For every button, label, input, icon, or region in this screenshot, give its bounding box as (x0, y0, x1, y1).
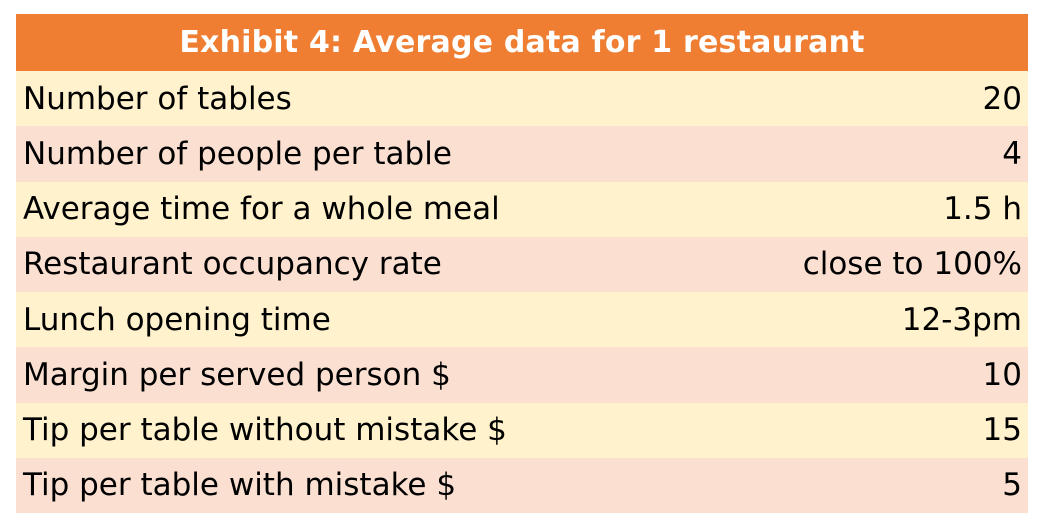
row-label: Lunch opening time (23, 301, 331, 338)
table-row: Number of tables 20 (16, 71, 1028, 127)
row-value: 20 (982, 80, 1022, 117)
table-row: Tip per table without mistake $ 15 (16, 402, 1028, 458)
table-row: Restaurant occupancy rate close to 100% (16, 236, 1028, 292)
row-label: Tip per table without mistake $ (23, 412, 507, 449)
row-label: Number of people per table (23, 135, 452, 172)
row-value: 12-3pm (901, 301, 1022, 338)
row-label: Number of tables (23, 80, 292, 117)
table-body: Number of tables 20 Number of people per t… (16, 71, 1028, 513)
table-row: Lunch opening time 12-3pm (16, 292, 1028, 348)
row-value: close to 100% (802, 246, 1022, 283)
table-row: Number of people per table 4 (16, 126, 1028, 182)
row-label: Tip per table with mistake $ (23, 467, 457, 504)
row-label: Average time for a whole meal (23, 191, 500, 228)
table-row: Average time for a whole meal 1.5 h (16, 181, 1028, 237)
table-row: Tip per table with mistake $ 5 (16, 457, 1028, 513)
row-value: 5 (1002, 467, 1022, 504)
exhibit-table: Exhibit 4: Average data for 1 restaurant… (16, 14, 1028, 513)
row-value: 4 (1002, 135, 1022, 172)
row-value: 1.5 h (943, 191, 1022, 228)
row-value: 15 (982, 412, 1022, 449)
table-row: Margin per served person $ 10 (16, 347, 1028, 403)
row-label: Restaurant occupancy rate (23, 246, 442, 283)
row-value: 10 (982, 356, 1022, 393)
row-label: Margin per served person $ (23, 356, 451, 393)
table-title: Exhibit 4: Average data for 1 restaurant (16, 14, 1028, 71)
